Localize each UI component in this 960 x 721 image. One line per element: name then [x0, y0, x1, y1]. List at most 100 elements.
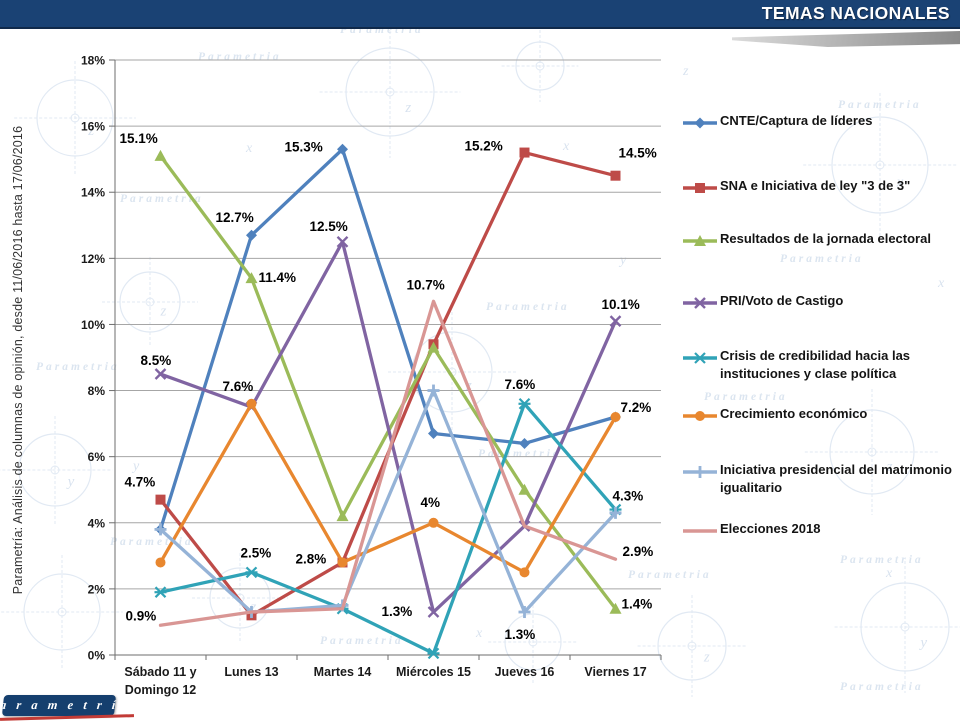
data-label: 4%	[421, 495, 441, 510]
parametria-watermark: Parametria	[840, 681, 924, 693]
diamond-marker-icon	[428, 428, 439, 440]
triangle-marker-icon	[518, 483, 531, 495]
legend-marker-cnte-captura-lideres-icon	[683, 117, 717, 129]
doodle-letter: x	[475, 626, 483, 641]
x-tick-label: Jueves 16	[495, 665, 555, 679]
svg-text:z: z	[404, 100, 411, 116]
legend-item-resultados-jornada-electoral: Resultados de la jornada electoral	[683, 230, 931, 249]
svg-text:z: z	[250, 600, 257, 616]
y-tick-label: 18%	[81, 54, 105, 68]
y-tick-label: 4%	[88, 516, 106, 530]
compass-doodle-icon: z	[14, 61, 136, 175]
circle-marker-icon	[428, 517, 439, 528]
square-marker-icon	[695, 183, 705, 193]
x-marker-icon	[609, 315, 622, 327]
page-title: TEMAS NACIONALES	[761, 3, 950, 23]
x-tick-label: Miércoles 15	[396, 665, 471, 679]
doodle-letter: x	[885, 566, 893, 581]
compass-doodle-icon	[1, 555, 123, 669]
y-tick-label: 8%	[88, 384, 106, 398]
y-tick-label: 2%	[88, 582, 106, 596]
series-pri-voto-castigo	[154, 235, 622, 618]
parametria-watermark: Parametria	[320, 635, 404, 647]
square-marker-icon	[519, 147, 530, 158]
star-marker-icon	[427, 647, 440, 660]
compass-doodle-icon: z	[637, 595, 747, 697]
data-label: 1.3%	[505, 627, 536, 642]
series-elecciones-2018	[158, 299, 618, 627]
parametria-watermark: Parametria	[838, 99, 922, 111]
series-crecimiento-economico	[155, 398, 621, 578]
data-label: 12.7%	[216, 210, 254, 225]
legend-marker-crecimiento-economico-icon	[683, 411, 717, 421]
parametria-watermark: Parametria	[840, 554, 924, 566]
parametria-watermark: Parametria	[780, 253, 864, 265]
legend-marker-sna-iniciativa-3de3-icon	[683, 183, 717, 193]
x-marker-icon	[694, 297, 706, 309]
triangle-marker-icon	[427, 341, 440, 353]
legend-item-crisis-credibilidad: Crisis de credibilidad hacia las institu…	[683, 347, 957, 384]
series-line	[158, 240, 618, 614]
y-tick-label: 14%	[81, 186, 105, 200]
doodle-letter: y	[131, 459, 140, 474]
compass-doodle-icon: z	[804, 389, 940, 515]
x-tick-label: Lunes 13	[224, 665, 278, 679]
data-label: 1.4%	[622, 597, 653, 612]
data-label: 8.5%	[141, 353, 172, 368]
compass-doodle-icon: z	[319, 26, 461, 158]
triangle-marker-icon	[609, 602, 622, 614]
x-tick-label: Viernes 17	[584, 665, 646, 679]
data-label: 0.9%	[126, 608, 157, 623]
y-tick-label: 10%	[81, 318, 105, 332]
data-label: 4.7%	[125, 475, 156, 490]
star-marker-icon	[245, 566, 258, 579]
y-tick-label: 12%	[81, 252, 105, 266]
diamond-marker-icon	[337, 143, 348, 155]
legend-marker-resultados-jornada-electoral-icon	[683, 235, 717, 246]
data-label: 1.3%	[382, 604, 413, 619]
legend-item-pri-voto-castigo: PRI/Voto de Castigo	[683, 292, 843, 311]
svg-text:z: z	[886, 459, 893, 475]
gridlines	[109, 59, 661, 656]
circle-marker-icon	[337, 557, 348, 568]
y-axis-labels: 0% 2% 4% 6% 8% 10% 12% 14% 16% 18%	[81, 54, 105, 663]
doodle-letter: y	[618, 253, 627, 268]
plus-marker-icon	[694, 466, 706, 478]
svg-text:z: z	[160, 304, 167, 320]
series-crisis-credibilidad	[154, 397, 622, 660]
series-line	[158, 147, 618, 532]
legend-item-cnte-captura-lideres: CNTE/Captura de líderes	[683, 112, 872, 131]
compass-doodle-icon: z	[102, 257, 198, 347]
legend-label: Elecciones 2018	[720, 521, 821, 536]
square-marker-icon	[155, 494, 166, 505]
star-marker-icon	[694, 352, 706, 364]
diamond-marker-icon	[519, 437, 530, 449]
legend-item-iniciativa-matrimonio-igualitario: Iniciativa presidencial del matrimonio i…	[683, 461, 957, 498]
legend-marker-elecciones-2018-icon	[683, 529, 717, 533]
data-labels: 15.1% 12.7% 15.3% 11.4% 8.5% 12.5% 10.7% 15.2% 1…	[120, 131, 657, 642]
legend-marker-iniciativa-matrimonio-igualitario-icon	[683, 466, 717, 478]
data-label: 11.4%	[259, 270, 297, 285]
parametria-watermark: Parametria	[36, 361, 120, 373]
data-label: 10.1%	[602, 297, 640, 312]
data-label: 7.6%	[223, 379, 254, 394]
circle-marker-icon	[519, 567, 530, 578]
series-line	[158, 402, 618, 655]
x-marker-icon	[154, 368, 167, 380]
data-label: 14.5%	[619, 146, 657, 161]
parametria-watermark: Parametria	[120, 193, 204, 205]
data-label: 7.6%	[505, 377, 536, 392]
compass-doodle-icon: y	[834, 561, 960, 693]
y-tick-label: 16%	[81, 120, 105, 134]
doodle-letter: x	[562, 139, 570, 154]
y-tick-label: 6%	[88, 450, 106, 464]
compass-doodle-icon: y	[0, 416, 113, 524]
data-label: 10.7%	[407, 277, 445, 292]
circle-marker-icon	[695, 411, 705, 421]
circle-marker-icon	[246, 398, 257, 409]
data-label: 4.3%	[613, 489, 644, 504]
legend-item-crecimiento-economico: Crecimiento económico	[683, 405, 867, 424]
legend-label: Crecimiento económico	[720, 406, 868, 421]
title-banner: TEMAS NACIONALES	[0, 0, 960, 29]
